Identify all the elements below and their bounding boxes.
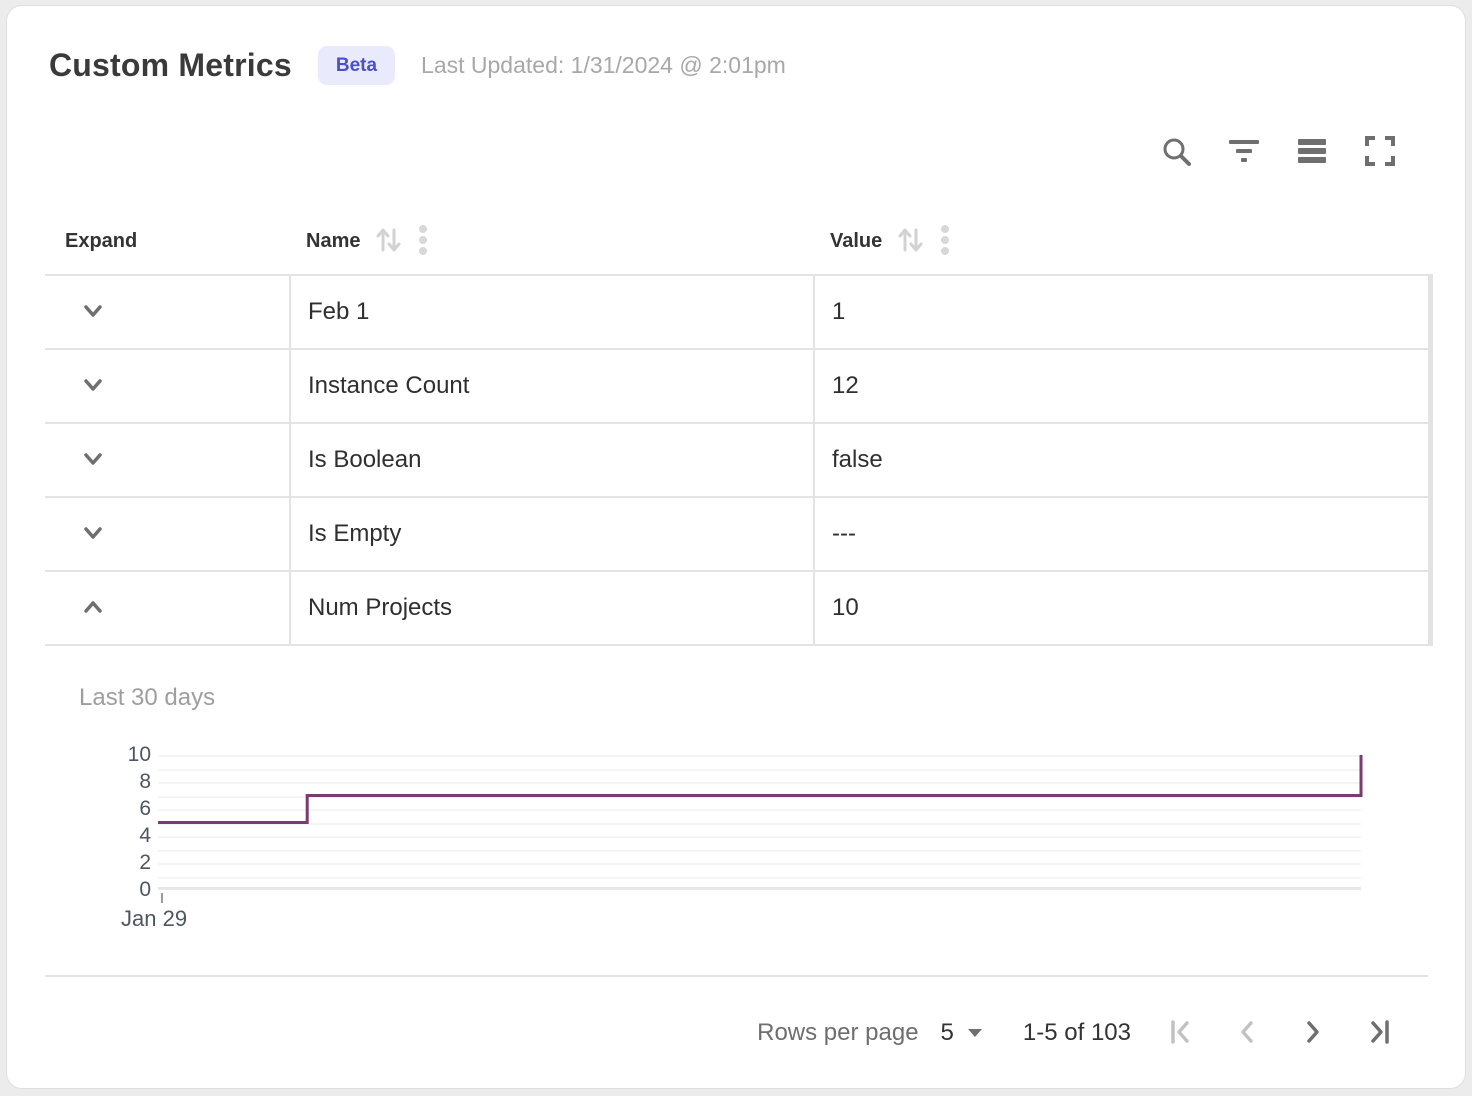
last-updated-text: Last Updated: 1/31/2024 @ 2:01pm	[421, 52, 786, 78]
chart-y-tick-label: 8	[139, 770, 151, 793]
metric-trend-chart	[158, 755, 1363, 890]
search-button[interactable]	[1153, 128, 1199, 174]
expand-cell	[45, 572, 289, 644]
chevron-up-icon	[79, 593, 107, 624]
detail-panel-title: Last 30 days	[79, 684, 216, 711]
table-row: Instance Count 12	[45, 350, 1428, 424]
expand-toggle-button[interactable]	[75, 590, 111, 626]
value-cell: 12	[813, 350, 1428, 422]
caret-down-icon	[967, 1026, 983, 1041]
chart-gridline	[158, 823, 1361, 825]
card-header: Custom Metrics Beta Last Updated: 1/31/2…	[49, 46, 786, 85]
last-page-button[interactable]	[1359, 1013, 1399, 1053]
chart-gridline	[158, 887, 1361, 890]
column-menu-button[interactable]	[940, 224, 950, 259]
table-toolbar	[1153, 128, 1403, 174]
chart-gridline	[158, 850, 1361, 852]
expand-toggle-button[interactable]	[75, 516, 111, 552]
table-row: Num Projects 10	[45, 572, 1428, 646]
chart-gridline	[158, 755, 1361, 757]
value-cell: false	[813, 424, 1428, 496]
chevron-down-icon	[79, 445, 107, 476]
column-label: Expand	[65, 229, 138, 252]
column-label: Name	[306, 229, 361, 252]
table-row: Is Boolean false	[45, 424, 1428, 498]
value-cell: 1	[813, 276, 1428, 348]
chart-x-axis-label: Jan 29	[121, 906, 188, 931]
filter-icon	[1227, 134, 1261, 168]
rows-per-page-select[interactable]: 5	[941, 1019, 983, 1047]
value-cell: 10	[813, 572, 1428, 644]
chevron-right-icon	[1298, 1017, 1328, 1050]
chart-gridline	[158, 809, 1361, 811]
sort-button[interactable]	[896, 225, 924, 258]
filter-button[interactable]	[1221, 128, 1267, 174]
table-right-border	[1428, 274, 1433, 646]
table-header-row: Expand Name Value	[45, 208, 1428, 274]
expand-toggle-button[interactable]	[75, 368, 111, 404]
density-icon	[1296, 135, 1328, 167]
column-header-value[interactable]: Value	[813, 224, 1428, 259]
chart-gridline	[158, 863, 1361, 865]
chart-y-tick-label: 2	[139, 851, 151, 874]
chart-y-tick-label: 0	[139, 878, 151, 901]
density-button[interactable]	[1289, 128, 1335, 174]
kebab-menu-icon	[418, 224, 428, 259]
expand-cell	[45, 498, 289, 570]
last-page-icon	[1364, 1017, 1394, 1050]
pagination-nav	[1161, 1013, 1399, 1053]
chart-gridline	[158, 836, 1361, 838]
name-cell: Num Projects	[289, 572, 813, 644]
name-cell: Is Empty	[289, 498, 813, 570]
chart-gridline	[158, 877, 1361, 879]
expand-cell	[45, 276, 289, 348]
column-menu-button[interactable]	[418, 224, 428, 259]
table-body: Feb 1 1 Instance Count 12 Is Boolean false Is …	[45, 274, 1428, 646]
chevron-left-icon	[1232, 1017, 1262, 1050]
value-cell: ---	[813, 498, 1428, 570]
chart-gridline	[158, 782, 1361, 784]
page-title: Custom Metrics	[49, 47, 292, 83]
chart-y-tick-label: 10	[127, 743, 151, 766]
chart-y-axis-labels: 0 2 4 6 8 10	[65, 743, 151, 901]
expand-cell	[45, 350, 289, 422]
fullscreen-button[interactable]	[1357, 128, 1403, 174]
expand-cell	[45, 424, 289, 496]
sort-arrows-icon	[374, 225, 402, 258]
search-icon	[1159, 134, 1193, 168]
chevron-down-icon	[79, 371, 107, 402]
chart-y-tick-label: 6	[139, 797, 151, 820]
first-page-icon	[1166, 1017, 1196, 1050]
beta-badge: Beta	[317, 46, 396, 85]
column-label: Value	[830, 229, 883, 252]
rows-per-page-value: 5	[940, 1019, 954, 1046]
previous-page-button[interactable]	[1227, 1013, 1267, 1053]
kebab-menu-icon	[940, 224, 950, 259]
column-header-expand: Expand	[45, 230, 289, 253]
sort-button[interactable]	[374, 225, 402, 258]
sort-arrows-icon	[896, 225, 924, 258]
fullscreen-icon	[1364, 135, 1396, 167]
next-page-button[interactable]	[1293, 1013, 1333, 1053]
chevron-down-icon	[79, 519, 107, 550]
name-cell: Feb 1	[289, 276, 813, 348]
pagination-bar: Rows per page 5 1-5 of 103	[7, 977, 1399, 1088]
chart-gridline	[158, 769, 1361, 771]
chart-y-tick-label: 4	[139, 824, 151, 847]
first-page-button[interactable]	[1161, 1013, 1201, 1053]
name-cell: Is Boolean	[289, 424, 813, 496]
name-cell: Instance Count	[289, 350, 813, 422]
column-header-name[interactable]: Name	[289, 224, 813, 259]
table-row: Is Empty ---	[45, 498, 1428, 572]
chevron-down-icon	[79, 297, 107, 328]
pagination-range-label: 1-5 of 103	[1022, 1019, 1131, 1046]
rows-per-page-label: Rows per page	[757, 1019, 919, 1046]
chart-x-tick	[161, 893, 163, 903]
expand-toggle-button[interactable]	[75, 294, 111, 330]
footer-divider	[45, 975, 1428, 977]
expand-toggle-button[interactable]	[75, 442, 111, 478]
chart-step-line	[158, 755, 1363, 824]
custom-metrics-card: Custom Metrics Beta Last Updated: 1/31/2…	[6, 5, 1466, 1089]
